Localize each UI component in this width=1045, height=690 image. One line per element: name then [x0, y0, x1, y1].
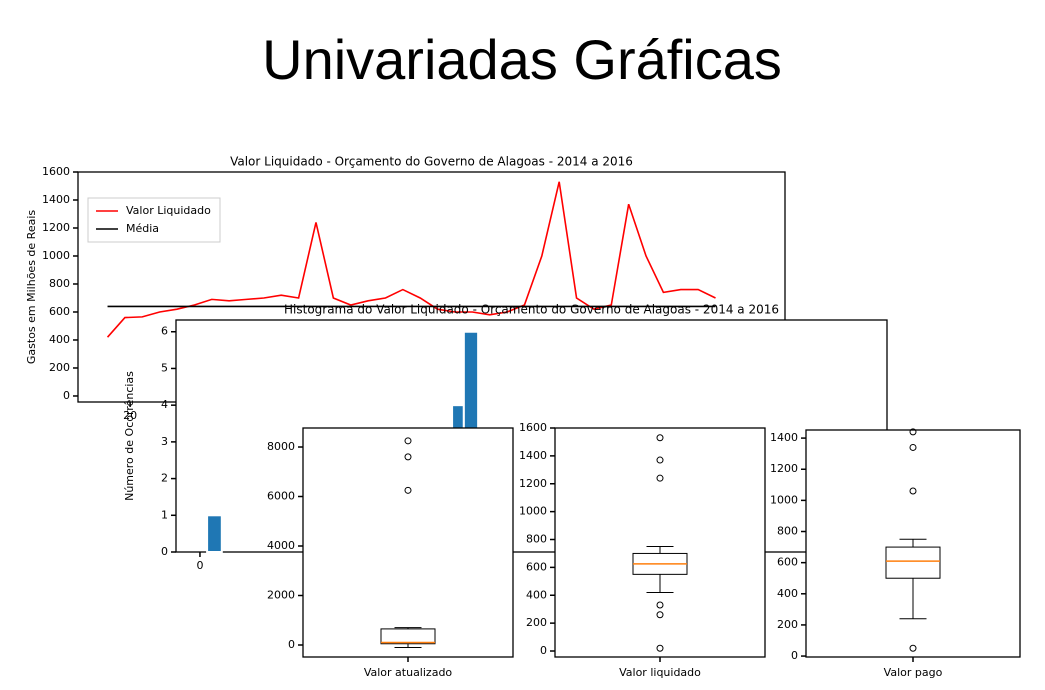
x-tick-label: Valor atualizado	[364, 666, 453, 679]
y-axis-label: Número de Ocorrências	[123, 371, 136, 501]
flier	[404, 437, 412, 445]
box	[380, 628, 436, 645]
y-tick-label: 1000	[42, 249, 70, 262]
y-tick-label: 400	[777, 587, 798, 600]
y-tick-label: 0	[63, 389, 70, 402]
x-tick-label: Valor pago	[884, 666, 943, 679]
y-tick-label: 3	[161, 435, 168, 448]
y-tick-label: 8000	[267, 440, 295, 453]
y-tick-label: 1	[161, 508, 168, 521]
chart-title: Valor Liquidado - Orçamento do Governo d…	[230, 155, 633, 169]
chart: 0 200 400 600 800 1000 1200 1400 1600 Valor liqui…	[519, 421, 766, 679]
legend-box	[87, 197, 221, 243]
legend-label: Valor Liquidado	[126, 204, 211, 217]
flier	[404, 486, 412, 494]
y-axis-label: Gastos em Milhões de Reais	[25, 210, 38, 365]
slide-title: Univariadas Gráficas	[262, 28, 782, 91]
y-tick-label: 800	[526, 533, 547, 546]
x-tick-label: 0	[196, 559, 203, 572]
y-tick-label: 200	[777, 618, 798, 631]
data-line	[106, 181, 716, 338]
y-tick-label: 200	[49, 361, 70, 374]
y-tick-label: 0	[791, 649, 798, 662]
plot-background	[554, 427, 766, 658]
y-tick-label: 200	[526, 616, 547, 629]
y-tick-label: 1200	[770, 462, 798, 475]
chart: 0 2000 4000 6000 8000 Valor atualizado	[267, 427, 514, 679]
y-tick-label: 1000	[770, 493, 798, 506]
legend-label: Média	[126, 222, 159, 235]
flier	[656, 456, 664, 464]
flier	[656, 474, 664, 482]
flier	[656, 434, 664, 442]
flier	[909, 428, 917, 436]
y-tick-label: 2	[161, 472, 168, 485]
y-tick-label: 1400	[42, 193, 70, 206]
x-tick-label: Valor liquidado	[619, 666, 701, 679]
chart: 0 200 400 600 800 1000 1200 1400 Valor pago	[770, 428, 1021, 679]
y-tick-label: 1200	[42, 221, 70, 234]
flier	[656, 601, 664, 609]
y-tick-label: 6	[161, 325, 168, 338]
y-tick-label: 2000	[267, 588, 295, 601]
y-tick-label: 1200	[519, 477, 547, 490]
flier	[656, 611, 664, 619]
y-tick-label: 1400	[519, 449, 547, 462]
flier	[656, 644, 664, 652]
y-tick-label: 400	[49, 333, 70, 346]
flier	[404, 453, 412, 461]
y-tick-label: 0	[161, 545, 168, 558]
y-tick-label: 4000	[267, 539, 295, 552]
chart-title: Histograma do Valor Liquidado - Orçament…	[284, 303, 779, 317]
y-tick-label: 6000	[267, 490, 295, 503]
x-tick-label: 20	[123, 409, 137, 422]
y-tick-label: 600	[49, 305, 70, 318]
y-tick-label: 600	[526, 560, 547, 573]
y-tick-label: 600	[777, 556, 798, 569]
y-tick-label: 0	[288, 638, 295, 651]
y-tick-label: 4	[161, 398, 168, 411]
flier	[909, 644, 917, 652]
y-tick-label: 400	[526, 588, 547, 601]
y-tick-label: 5	[161, 361, 168, 374]
y-tick-label: 1600	[42, 165, 70, 178]
y-tick-label: 0	[540, 644, 547, 657]
flier	[909, 487, 917, 495]
chart: Histograma do Valor Liquidado - Orçament…	[123, 303, 888, 572]
y-tick-label: 1400	[770, 431, 798, 444]
y-tick-label: 1000	[519, 505, 547, 518]
y-tick-label: 800	[777, 525, 798, 538]
y-tick-label: 800	[49, 277, 70, 290]
hist-bar	[206, 514, 223, 553]
y-tick-label: 1600	[519, 421, 547, 434]
plot-background	[175, 319, 888, 553]
plot-background	[302, 427, 514, 658]
box	[885, 546, 941, 579]
flier	[909, 443, 917, 451]
